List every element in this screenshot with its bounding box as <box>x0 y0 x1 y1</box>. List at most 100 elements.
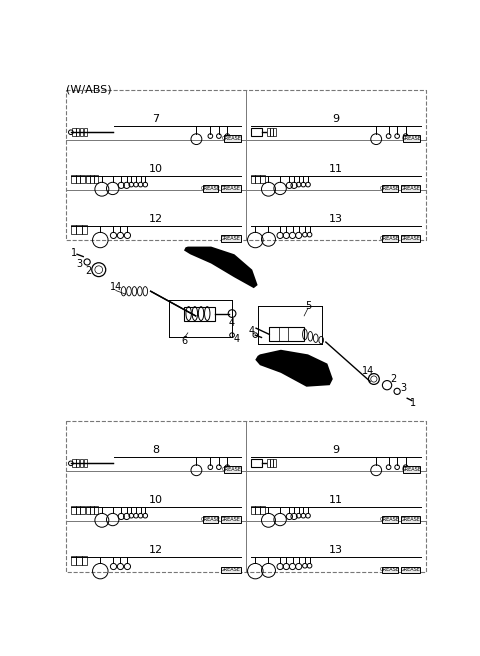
Text: 9: 9 <box>332 445 339 455</box>
Bar <box>90 175 94 183</box>
Text: 12: 12 <box>149 215 163 224</box>
Bar <box>184 306 215 321</box>
Bar <box>203 516 218 523</box>
Bar <box>383 516 398 523</box>
Text: 5: 5 <box>305 301 311 311</box>
Text: GREASE: GREASE <box>380 567 400 572</box>
Bar <box>260 506 264 514</box>
Text: GREASE: GREASE <box>401 236 420 241</box>
Bar <box>66 421 426 571</box>
Polygon shape <box>255 350 333 387</box>
Bar <box>80 129 83 136</box>
Bar <box>94 506 98 514</box>
Text: 6: 6 <box>181 335 187 346</box>
Bar <box>203 186 218 192</box>
Text: 13: 13 <box>329 215 343 224</box>
Text: 2: 2 <box>390 374 396 384</box>
Bar <box>224 135 240 142</box>
Bar <box>260 175 264 183</box>
Text: 9: 9 <box>332 114 339 124</box>
Text: GREASE: GREASE <box>380 186 400 191</box>
Text: GREASE: GREASE <box>221 186 241 191</box>
Bar <box>76 556 82 565</box>
Bar <box>383 186 398 192</box>
Text: 1: 1 <box>410 398 417 408</box>
Bar <box>401 516 420 523</box>
Bar <box>221 236 240 242</box>
Text: GREASE: GREASE <box>222 136 242 141</box>
Bar <box>383 236 398 242</box>
Text: (W/ABS): (W/ABS) <box>66 85 112 95</box>
Bar <box>90 506 94 514</box>
Text: GREASE: GREASE <box>221 236 241 241</box>
Text: 4: 4 <box>234 334 240 344</box>
Text: 3: 3 <box>400 383 407 393</box>
Bar <box>251 175 255 183</box>
Text: 2: 2 <box>85 266 91 276</box>
Bar <box>71 224 76 234</box>
Bar <box>76 224 82 234</box>
Text: 11: 11 <box>329 164 343 174</box>
Text: 1: 1 <box>71 248 77 258</box>
Bar <box>403 135 420 142</box>
Bar <box>82 556 87 565</box>
Text: GREASE: GREASE <box>402 136 422 141</box>
Bar <box>66 91 426 240</box>
Bar <box>86 506 90 514</box>
Bar <box>255 506 260 514</box>
Text: 3: 3 <box>76 258 83 268</box>
Bar <box>80 459 83 467</box>
Bar <box>224 466 240 474</box>
Bar <box>251 506 255 514</box>
Bar <box>75 506 80 514</box>
Bar <box>383 567 398 573</box>
Bar <box>267 459 270 467</box>
Polygon shape <box>184 247 258 288</box>
Bar <box>401 236 420 242</box>
Bar <box>75 175 80 183</box>
Text: GREASE: GREASE <box>201 517 220 522</box>
Bar <box>80 506 85 514</box>
Bar <box>76 129 79 136</box>
Bar <box>221 516 240 523</box>
Bar <box>72 129 75 136</box>
Bar <box>71 506 75 514</box>
Bar <box>86 175 90 183</box>
Text: GREASE: GREASE <box>401 517 420 522</box>
Bar <box>84 459 87 467</box>
Text: GREASE: GREASE <box>222 467 242 472</box>
Bar <box>267 129 270 136</box>
Text: 7: 7 <box>153 114 160 124</box>
Text: GREASE: GREASE <box>380 517 400 522</box>
Bar <box>221 186 240 192</box>
Bar <box>269 327 304 341</box>
Bar <box>221 567 240 573</box>
Text: GREASE: GREASE <box>221 517 241 522</box>
Bar <box>270 129 273 136</box>
Text: 11: 11 <box>329 495 343 505</box>
Text: GREASE: GREASE <box>402 467 422 472</box>
Bar <box>255 175 260 183</box>
Bar <box>71 175 75 183</box>
Text: GREASE: GREASE <box>401 567 420 572</box>
Bar <box>273 129 276 136</box>
Bar <box>84 129 87 136</box>
Text: 4: 4 <box>248 325 254 335</box>
Bar <box>71 556 76 565</box>
Text: 14: 14 <box>109 281 122 292</box>
Text: GREASE: GREASE <box>380 236 400 241</box>
Text: 12: 12 <box>149 545 163 556</box>
Bar <box>80 175 85 183</box>
Text: 14: 14 <box>361 366 374 377</box>
Bar <box>94 175 98 183</box>
Bar <box>76 459 79 467</box>
Text: GREASE: GREASE <box>201 186 220 191</box>
Bar <box>251 129 262 136</box>
Text: 13: 13 <box>329 545 343 556</box>
Bar <box>270 459 273 467</box>
Text: GREASE: GREASE <box>221 567 241 572</box>
Bar <box>251 459 262 467</box>
Text: 8: 8 <box>153 445 160 455</box>
Bar <box>403 466 420 474</box>
Bar <box>401 186 420 192</box>
